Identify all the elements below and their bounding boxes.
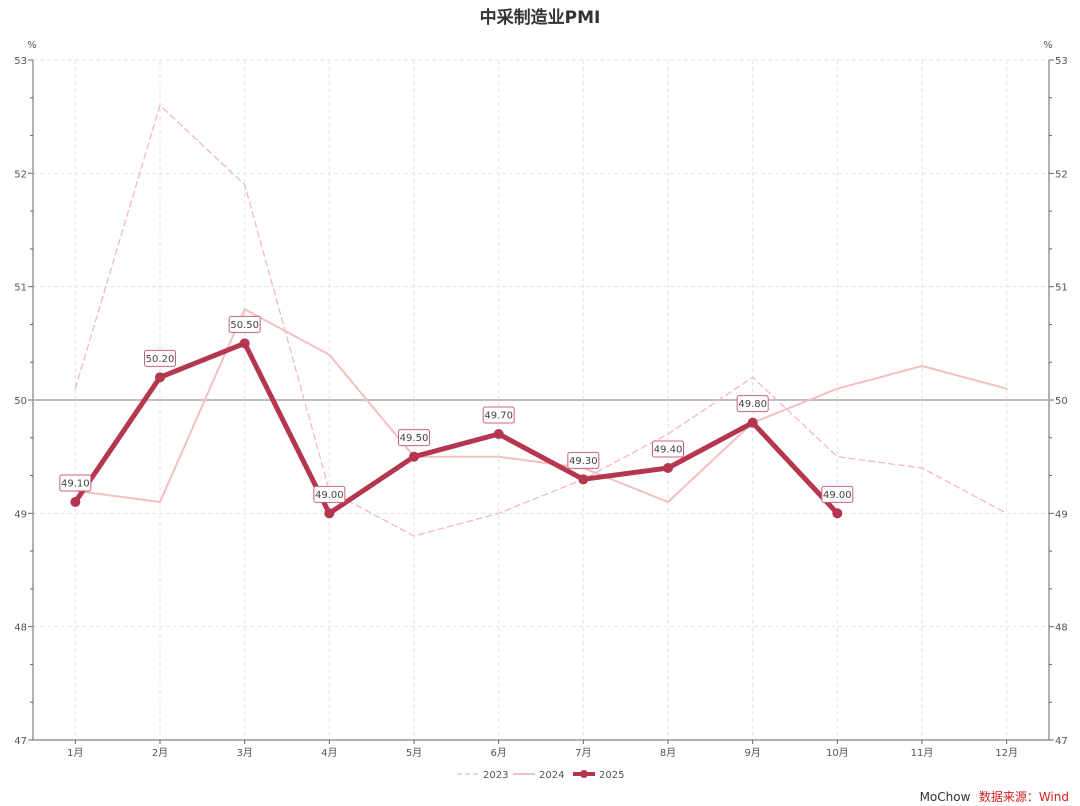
data-point-2025: [324, 508, 335, 519]
y-tick-label-right: 53: [1055, 56, 1068, 67]
x-tick-label: 8月: [660, 747, 676, 759]
x-tick-label: 1月: [67, 747, 83, 759]
legend-label-2025: 2025: [599, 770, 624, 781]
data-point-2025: [155, 372, 165, 383]
y-axis-right-unit: %: [1043, 40, 1053, 51]
x-tick-label: 6月: [490, 747, 506, 759]
x-tick-label: 3月: [236, 747, 252, 759]
x-tick-label: 11月: [911, 747, 934, 759]
y-tick-label-right: 47: [1055, 736, 1068, 747]
chart-title: 中采制造业PMI: [480, 7, 601, 28]
legend-marker-2025: [580, 770, 588, 778]
legend-item-2023[interactable]: 2023: [457, 770, 508, 781]
data-point-2025: [493, 429, 504, 439]
data-labels-layer: 49.10 50.20 50.50 49.00 49.50 49.70 49.30 49.40…: [59, 315, 854, 503]
data-label-box: [567, 451, 600, 469]
data-point-2025: [70, 497, 81, 507]
y-tick-label-left: 52: [14, 169, 27, 180]
y-tick-label-left: 48: [14, 623, 27, 634]
data-label-box: [144, 349, 176, 367]
y-tick-label-left: 50: [14, 396, 27, 407]
data-label-text: 49.70: [484, 411, 513, 422]
x-tick-label: 7月: [575, 747, 591, 759]
x-tick-label: 10月: [826, 747, 849, 759]
y-tick-label-left: 49: [14, 509, 27, 520]
x-tick-label: 9月: [744, 747, 760, 759]
data-label-box: [228, 315, 261, 333]
x-tick-label: 2月: [152, 747, 168, 759]
axes: 47 47 48 48 49 49 50 50 51 51 52 52 53 53 1月 2月 3月 4月 5月 6月…: [14, 56, 1067, 759]
data-label-box: [398, 429, 430, 447]
data-label-box: [652, 440, 684, 458]
data-label-box: [59, 474, 92, 492]
y-tick-label-right: 48: [1055, 623, 1068, 634]
data-point-2025: [578, 474, 589, 485]
data-point-2025: [409, 451, 419, 462]
data-label: 49.50: [398, 429, 430, 447]
data-label-text: 50.50: [230, 320, 259, 331]
y-axis-left-unit: %: [27, 40, 37, 51]
series-layer: [70, 104, 1008, 537]
data-label-text: 49.40: [654, 445, 683, 456]
data-label-text: 50.20: [146, 354, 175, 365]
legend-item-2025[interactable]: 2025: [573, 770, 624, 781]
data-point-2025: [747, 417, 758, 428]
x-tick-label: 5月: [406, 747, 422, 759]
data-label: 50.20: [144, 349, 176, 367]
data-label: 49.30: [567, 451, 600, 469]
series-line-2024: [74, 308, 1008, 503]
data-point-2025: [832, 508, 843, 519]
footer-author: MoChow: [920, 790, 971, 804]
data-point-2025: [239, 338, 250, 349]
footer-source: 数据来源：Wind: [979, 789, 1069, 804]
data-label-box: [313, 485, 346, 503]
y-tick-label-right: 51: [1055, 283, 1068, 294]
y-tick-label-right: 50: [1055, 396, 1068, 407]
data-label-box: [821, 485, 854, 503]
legend-item-2024[interactable]: 2024: [513, 770, 564, 781]
y-tick-label-left: 51: [14, 283, 27, 294]
data-label-text: 49.00: [823, 490, 852, 501]
data-label: 49.00: [821, 485, 854, 503]
data-label-text: 49.00: [315, 490, 344, 501]
data-label-box: [736, 395, 769, 413]
legend-label-2024: 2024: [539, 770, 564, 781]
series-line-2023: [74, 104, 1008, 537]
data-label: 49.40: [652, 440, 684, 458]
data-label: 49.80: [736, 395, 769, 413]
legend-label-2023: 2023: [483, 770, 508, 781]
x-tick-label: 4月: [321, 747, 337, 759]
data-label-text: 49.50: [400, 433, 429, 444]
data-label-text: 49.10: [61, 479, 90, 490]
legend[interactable]: 2023 2024 2025: [457, 770, 624, 781]
y-tick-label-right: 52: [1055, 169, 1068, 180]
data-label: 49.00: [313, 485, 346, 503]
y-tick-label-left: 53: [14, 56, 27, 67]
y-tick-label-left: 47: [14, 736, 27, 747]
data-label-text: 49.30: [569, 456, 598, 467]
x-tick-label: 12月: [995, 747, 1018, 759]
data-label: 50.50: [228, 315, 261, 333]
y-tick-label-right: 49: [1055, 509, 1068, 520]
data-label: 49.10: [59, 474, 92, 492]
data-label: 49.70: [482, 406, 515, 424]
series-line-2025: [72, 340, 840, 516]
data-point-2025: [663, 463, 673, 473]
data-label-text: 49.80: [738, 399, 767, 410]
data-label-box: [482, 406, 515, 424]
